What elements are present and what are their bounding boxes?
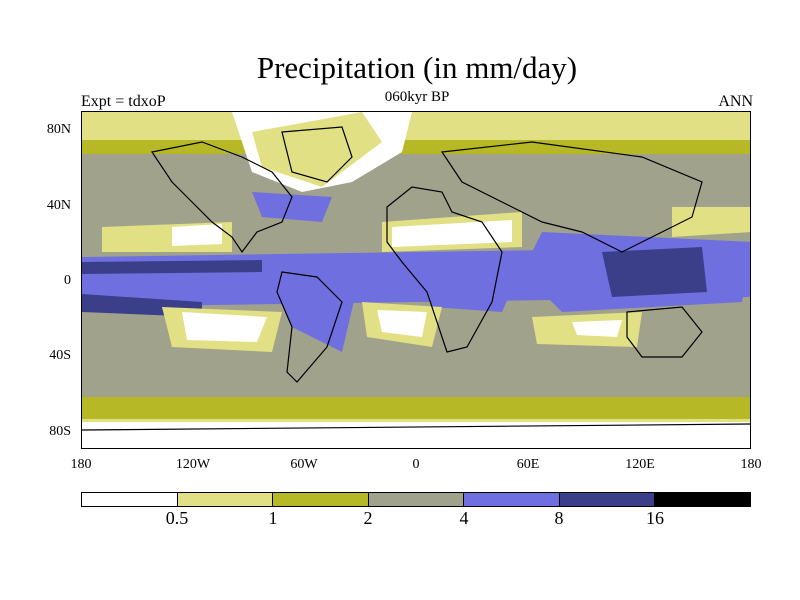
- x-label-60e: 60E: [516, 457, 540, 472]
- nh-olive-band: [82, 140, 750, 154]
- colorbar-bin-8-16: [559, 493, 656, 506]
- x-label-120e: 120E: [625, 457, 655, 472]
- africa-europe-coast: [386, 186, 503, 353]
- nh-storm-track: [82, 152, 750, 222]
- x-label-0: 0: [412, 457, 420, 472]
- greenland-coast: [281, 126, 353, 183]
- x-label-180e: 180: [740, 457, 762, 472]
- y-label-40s: 40S: [49, 348, 71, 363]
- arctic-light-zone: [252, 112, 382, 187]
- experiment-label: Expt = tdxoP: [81, 93, 166, 110]
- asia-coast: [440, 141, 703, 253]
- pacific-itcz-core: [82, 260, 262, 274]
- y-label-80s: 80S: [49, 424, 71, 439]
- se-pacific-dry-zone: [182, 312, 267, 342]
- x-label-180w: 180: [70, 457, 92, 472]
- sh-storm-track: [82, 342, 750, 402]
- colorbar-label-4: 4: [459, 508, 469, 528]
- y-label-80n: 80N: [46, 122, 71, 137]
- colorbar-bin-4-8: [464, 493, 560, 506]
- antarctic-dry-zone: [82, 422, 750, 448]
- sahara-dry-zone: [392, 220, 512, 247]
- y-label-equator: 0: [64, 273, 71, 288]
- sh-olive-band: [82, 397, 750, 419]
- south-america-coast: [276, 271, 343, 383]
- colorbar-bin-lt-0.5: [82, 493, 178, 506]
- antarctica-coast: [82, 423, 750, 431]
- ne-pacific-dry-zone: [172, 224, 222, 246]
- colorbar-label-8: 8: [554, 508, 564, 528]
- x-label-60w: 60W: [290, 457, 318, 472]
- indian-ocean-dry-zone: [572, 320, 622, 337]
- map-canvas: [82, 112, 750, 448]
- precipitation-colorbar: [81, 492, 751, 507]
- y-label-40n: 40N: [46, 198, 71, 213]
- nw-pacific-light-zone: [672, 207, 750, 237]
- colorbar-bin-gt-16: [655, 493, 751, 506]
- colorbar-label-16: 16: [646, 508, 664, 528]
- time-period-label: 060kyr BP: [384, 89, 450, 105]
- amazon-wet-zone: [262, 262, 362, 352]
- maritime-continent-core: [602, 247, 707, 297]
- colorbar-bin-0.5-1: [177, 493, 274, 506]
- precipitation-map: [81, 111, 751, 449]
- colorbar-label-0.5: 0.5: [165, 508, 189, 528]
- australia-coast: [626, 306, 703, 358]
- x-label-120w: 120W: [175, 457, 211, 472]
- season-label: ANN: [718, 93, 753, 110]
- colorbar-label-1: 1: [268, 508, 278, 528]
- colorbar-label-2: 2: [363, 508, 373, 528]
- map-title: Precipitation (in mm/day): [256, 50, 578, 85]
- coastlines: [82, 126, 750, 431]
- colorbar-bin-1-2: [273, 493, 369, 506]
- gulf-stream-wet-zone: [252, 192, 332, 222]
- north-america-coast: [151, 141, 293, 254]
- colorbar-bin-2-4: [368, 493, 465, 506]
- south-atlantic-dry-zone: [377, 310, 427, 337]
